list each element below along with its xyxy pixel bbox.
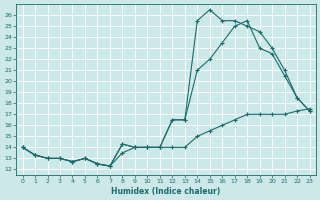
X-axis label: Humidex (Indice chaleur): Humidex (Indice chaleur) — [111, 187, 221, 196]
